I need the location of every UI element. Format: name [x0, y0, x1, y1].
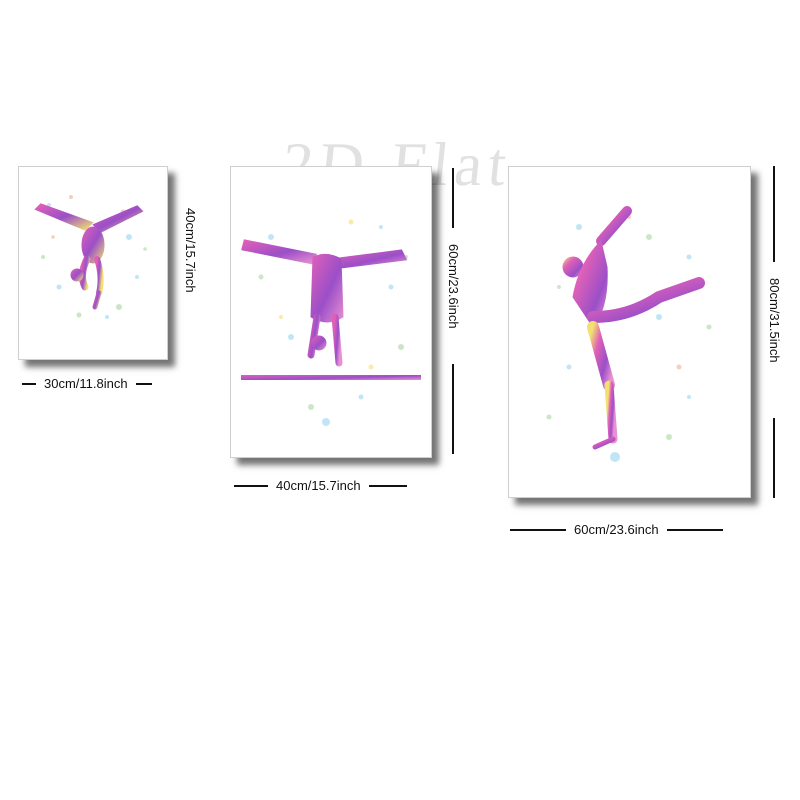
dimension-line: [22, 382, 36, 385]
gymnast-leg-hold-icon: [546, 206, 712, 462]
medium-width-label: 40cm/15.7inch: [276, 478, 361, 493]
dimension-line: [666, 528, 723, 531]
poster-medium: [230, 166, 432, 458]
large-height-line-bottom: [773, 418, 775, 498]
small-height-label: 40cm/15.7inch: [183, 208, 198, 293]
large-width-label: 60cm/23.6inch: [574, 522, 659, 537]
medium-height-line-bottom: [452, 364, 454, 454]
medium-height-label: 60cm/23.6inch: [446, 244, 461, 329]
large-height-label: 80cm/31.5inch: [767, 278, 782, 363]
dimension-line: [135, 382, 152, 385]
poster-large: [508, 166, 751, 498]
gymnast-handstand-split-icon: [34, 195, 147, 319]
medium-width-dimension: 40cm/15.7inch: [234, 478, 407, 493]
medium-height-line-top: [452, 168, 454, 228]
small-width-dimension: 30cm/11.8inch: [22, 376, 152, 391]
gymnast-balance-beam-icon: [241, 219, 421, 426]
small-width-label: 30cm/11.8inch: [44, 376, 128, 391]
poster-small: [18, 166, 168, 360]
large-width-dimension: 60cm/23.6inch: [510, 522, 723, 537]
large-height-line-top: [773, 166, 775, 262]
balance-beam: [241, 375, 421, 380]
dimension-line: [510, 528, 566, 531]
dimension-line: [234, 484, 268, 487]
dimension-line: [368, 484, 407, 487]
